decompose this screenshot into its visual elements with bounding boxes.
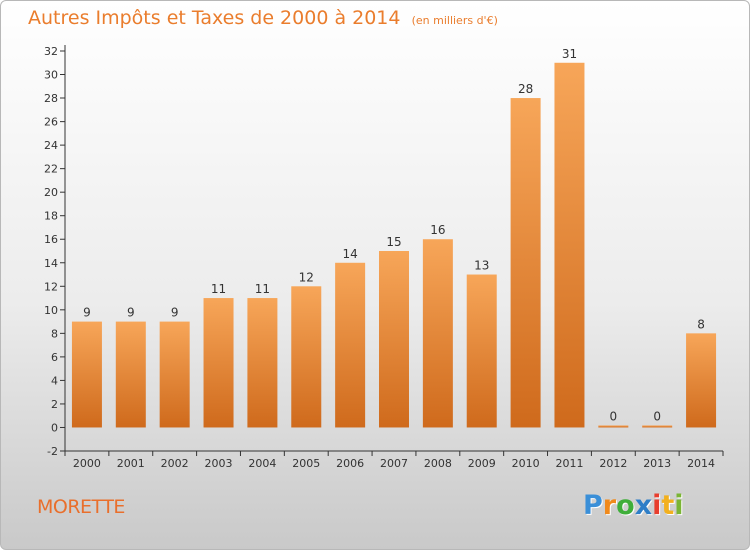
data-label: 28 — [518, 82, 533, 96]
y-tick-label: 10 — [44, 304, 58, 317]
y-tick-label: 26 — [44, 116, 58, 129]
y-tick-label: 0 — [51, 421, 58, 434]
bar — [466, 274, 497, 428]
y-tick-label: 28 — [44, 92, 58, 105]
data-label: 13 — [474, 259, 489, 273]
logo-letter: t — [661, 490, 675, 521]
y-tick-label: 20 — [44, 186, 58, 199]
data-label: 9 — [127, 306, 135, 320]
data-label: 11 — [211, 282, 226, 296]
data-label: 14 — [342, 247, 357, 261]
bar — [335, 262, 366, 428]
bar — [598, 425, 629, 428]
bar — [642, 425, 673, 428]
data-label: 0 — [653, 409, 661, 423]
bar — [115, 321, 146, 428]
chart-title-block: Autres Impôts et Taxes de 2000 à 2014 (e… — [28, 7, 498, 29]
chart-title: Autres Impôts et Taxes de 2000 à 2014 — [28, 7, 401, 29]
y-tick-label: 24 — [44, 139, 58, 152]
bar — [379, 251, 409, 428]
bar — [554, 62, 585, 428]
bars: 9 9 9 11 11 12 14 15 16 13 28 31 0 0 8 — [71, 47, 717, 428]
x-tick-label: 2009 — [468, 457, 496, 470]
y-tick-label: 8 — [51, 327, 58, 340]
y-tick-label: 6 — [51, 351, 58, 364]
y-tick-label: 32 — [44, 45, 58, 58]
commune-name: MORETTE — [37, 496, 125, 518]
y-tick-label: 14 — [44, 257, 58, 270]
y-tick-label: 2 — [51, 398, 58, 411]
data-label: 11 — [255, 282, 270, 296]
data-label: 15 — [386, 235, 401, 249]
logo-letter: o — [616, 490, 635, 521]
x-tick-label: 2002 — [161, 457, 189, 470]
proxiti-logo: Proxiti — [583, 490, 684, 521]
x-tick-label: 2005 — [292, 457, 320, 470]
bar — [203, 298, 234, 428]
y-tick-label: 12 — [44, 280, 58, 293]
y-tick-label: 18 — [44, 210, 58, 223]
y-tick-label: 16 — [44, 233, 58, 246]
data-label: 12 — [299, 270, 314, 284]
x-tick-label: 2012 — [599, 457, 627, 470]
bar — [291, 286, 322, 428]
logo-letter: x — [634, 490, 653, 521]
x-tick-label: 2003 — [205, 457, 233, 470]
bar — [422, 239, 453, 428]
logo-letter: i — [652, 490, 662, 521]
data-label: 16 — [430, 223, 445, 237]
y-tick-label: 4 — [51, 374, 58, 387]
data-label: 8 — [697, 317, 705, 331]
x-tick-label: 2008 — [424, 457, 452, 470]
data-label: 9 — [83, 306, 91, 320]
logo-letter: i — [674, 490, 684, 521]
x-ticks: 2000 2001 2002 2003 2004 2005 2006 2007 2008 2009… — [64, 451, 724, 470]
x-tick-label: 2001 — [117, 457, 145, 470]
x-tick-label: 2004 — [248, 457, 276, 470]
x-tick-label: 2011 — [555, 457, 583, 470]
x-tick-label: 2014 — [687, 457, 715, 470]
x-tick-label: 2006 — [336, 457, 364, 470]
bar — [510, 98, 541, 428]
data-label: 31 — [562, 47, 577, 61]
y-tick-label: -2 — [47, 445, 58, 458]
x-tick-label: 2013 — [643, 457, 671, 470]
x-tick-label: 2010 — [512, 457, 540, 470]
y-tick-label: 30 — [44, 69, 58, 82]
bar — [159, 321, 190, 428]
data-label: 9 — [171, 306, 179, 320]
logo-letter: P — [583, 490, 603, 521]
x-tick-label: 2000 — [73, 457, 101, 470]
bar — [686, 333, 717, 428]
y-tick-label: 22 — [44, 163, 58, 176]
bar — [71, 321, 102, 428]
bar — [247, 298, 278, 428]
chart-unit: (en milliers d'€) — [411, 14, 498, 27]
x-tick-label: 2007 — [380, 457, 408, 470]
logo-letter: r — [602, 490, 617, 521]
data-label: 0 — [610, 409, 618, 423]
